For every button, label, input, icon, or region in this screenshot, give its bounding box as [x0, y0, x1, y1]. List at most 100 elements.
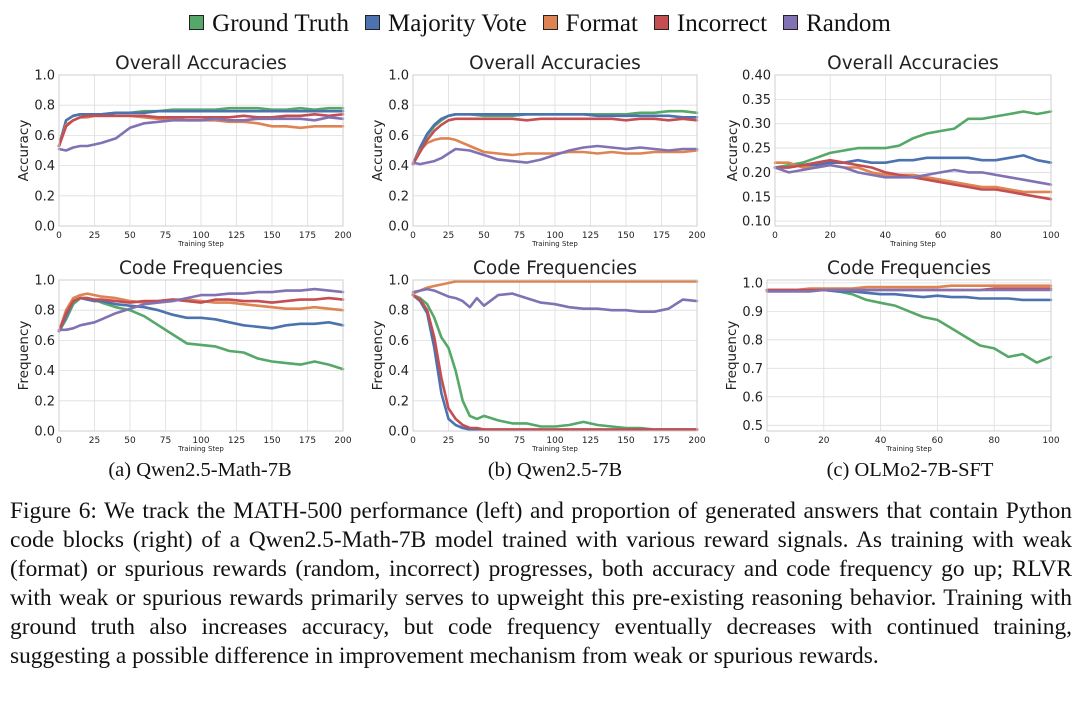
x-axis-label: Training Step	[177, 445, 224, 453]
plot-title: Code Frequencies	[473, 258, 637, 279]
x-tick-label: 100	[1042, 436, 1059, 446]
x-tick-label: 60	[935, 231, 947, 241]
series-line-format	[411, 280, 699, 295]
x-tick-label: 75	[514, 436, 525, 446]
y-tick-label: 0.2	[34, 394, 55, 409]
y-tick-label: 0.8	[742, 333, 763, 348]
x-tick-label: 150	[263, 231, 280, 241]
x-tick-label: 0	[410, 231, 416, 241]
x-tick-label: 40	[880, 231, 892, 241]
x-tick-label: 200	[688, 231, 705, 241]
series-line-random	[411, 144, 699, 166]
y-tick-label: 0.8	[34, 304, 55, 319]
x-tick-label: 60	[932, 436, 944, 446]
y-tick-label: 1.0	[34, 274, 55, 289]
x-tick-label: 175	[299, 436, 316, 446]
plot-frame	[58, 74, 344, 227]
y-tick-label: 0.0	[388, 220, 409, 235]
plot-title: Code Frequencies	[827, 258, 991, 279]
x-tick-label: 100	[546, 436, 563, 446]
y-axis-label: Accuracy	[370, 120, 386, 182]
figure-caption: Figure 6: We track the MATH-500 performa…	[10, 498, 1072, 669]
y-tick-label: 0.6	[388, 334, 409, 349]
x-tick-label: 150	[263, 436, 280, 446]
x-tick-label: 75	[514, 231, 525, 241]
y-tick-label: 0.2	[388, 189, 409, 204]
x-tick-label: 200	[688, 436, 705, 446]
x-axis-label: Training Step	[889, 240, 936, 248]
y-tick-label: 0.10	[742, 215, 771, 230]
series-line-majority-vote	[411, 113, 699, 166]
chart-c-code: 0 20 40 60 80 100 0.5 0.6 0.7 0.8 0.9 1.0 Code Frequ…	[724, 258, 1060, 453]
x-axis-label: Training Step	[531, 240, 578, 248]
x-tick-label: 200	[334, 231, 351, 241]
x-tick-label: 175	[299, 231, 316, 241]
plot-frame	[766, 279, 1052, 432]
y-tick-label: 1.0	[388, 274, 409, 289]
y-tick-label: 0.25	[742, 142, 771, 157]
series-line-incorrect	[411, 117, 699, 166]
y-tick-label: 0.4	[388, 364, 409, 379]
y-axis-label: Accuracy	[16, 120, 32, 182]
y-tick-label: 1.0	[388, 69, 409, 84]
legend-item-format: Format	[542, 10, 638, 38]
x-tick-label: 75	[160, 231, 171, 241]
y-tick-label: 0.4	[34, 364, 55, 379]
series-line-random	[411, 287, 699, 314]
plot-title: Overall Accuracies	[469, 53, 641, 74]
y-tick-label: 0.35	[742, 93, 771, 108]
x-tick-label: 0	[56, 231, 62, 241]
y-tick-label: 0.20	[742, 166, 771, 181]
series-line-format	[765, 284, 1053, 292]
subcaption-a: (a) Qwen2.5-Math-7B	[108, 459, 292, 481]
chart-b-acc: 0 25 50 75 100 125 150 175 200 0.0 0.2 0.4 0.6 0.8 1.0…	[370, 53, 706, 248]
y-tick-label: 0.4	[388, 159, 409, 174]
x-axis-label: Training Step	[885, 445, 932, 453]
x-tick-label: 25	[443, 436, 454, 446]
x-tick-label: 175	[653, 436, 670, 446]
x-tick-label: 20	[818, 436, 830, 446]
legend-item-majority-vote: Majority Vote	[365, 10, 527, 38]
series-line-ground-truth	[773, 110, 1053, 169]
x-tick-label: 150	[617, 231, 634, 241]
x-tick-label: 0	[764, 436, 770, 446]
legend-label: Incorrect	[676, 10, 768, 37]
y-tick-label: 0.6	[34, 129, 55, 144]
legend-swatch	[189, 14, 205, 30]
legend-label: Majority Vote	[388, 10, 527, 37]
x-tick-label: 50	[478, 231, 490, 241]
x-tick-label: 50	[124, 436, 136, 446]
plot-title: Code Frequencies	[119, 258, 283, 279]
x-tick-label: 100	[1042, 231, 1059, 241]
x-tick-label: 125	[228, 231, 245, 241]
y-tick-label: 0.8	[34, 99, 55, 114]
x-axis-label: Training Step	[177, 240, 224, 248]
legend-swatch	[783, 14, 799, 30]
subcaption-b: (b) Qwen2.5-7B	[487, 459, 623, 481]
y-tick-label: 0.5	[742, 419, 763, 434]
x-tick-label: 25	[89, 436, 100, 446]
x-tick-label: 75	[160, 436, 171, 446]
x-tick-label: 125	[582, 231, 599, 241]
y-tick-label: 1.0	[34, 69, 55, 84]
x-tick-label: 150	[617, 436, 634, 446]
y-tick-label: 0.0	[388, 425, 409, 440]
y-tick-label: 1.0	[742, 276, 763, 291]
y-tick-label: 0.15	[742, 190, 771, 205]
series-line-majority-vote	[57, 109, 345, 148]
plot-title: Overall Accuracies	[827, 53, 999, 74]
x-tick-label: 50	[478, 436, 490, 446]
x-tick-label: 50	[124, 231, 136, 241]
x-tick-label: 80	[988, 436, 1000, 446]
legend-item-random: Random	[783, 10, 891, 38]
series-line-majority-vote	[773, 154, 1053, 169]
legend-swatch	[653, 14, 669, 30]
x-tick-label: 100	[192, 436, 209, 446]
y-axis-label: Frequency	[724, 321, 740, 391]
x-tick-label: 0	[56, 436, 62, 446]
plot-frame	[412, 74, 698, 227]
legend: Ground Truth Majority Vote Format Incorr…	[0, 10, 1080, 46]
y-axis-label: Accuracy	[725, 120, 741, 182]
y-tick-label: 0.6	[34, 334, 55, 349]
chart-c-acc: 0 20 40 60 80 100 0.10 0.15 0.20 0.25 0.30 0.35 0.40…	[725, 53, 1060, 248]
